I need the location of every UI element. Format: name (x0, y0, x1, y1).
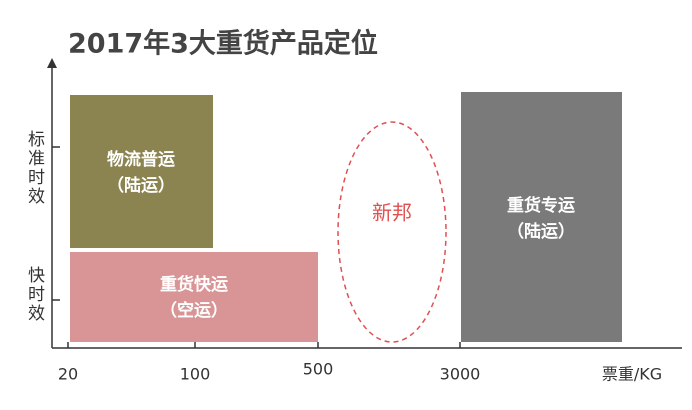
box-label: 重货快运 (160, 274, 228, 295)
x-tick-label: 100 (180, 365, 211, 384)
box (70, 252, 318, 342)
box (70, 95, 213, 248)
x-tick-label: 20 (58, 365, 78, 384)
ellipse (337, 121, 447, 343)
box (461, 92, 622, 342)
x-tick (67, 342, 461, 348)
box-label: 物流普运 (107, 149, 175, 170)
y-tick (52, 146, 60, 301)
x-tick-label: 500 (303, 360, 334, 379)
box-label: 重货专运 (507, 195, 575, 216)
ellipse-label: 新邦 (372, 201, 412, 225)
y-arrow (47, 58, 57, 68)
box-sublabel: （陆运） (507, 221, 575, 242)
box-sublabel: （空运） (160, 300, 228, 321)
y-label: 标准时效 (24, 130, 45, 206)
y-label: 快时效 (24, 266, 45, 323)
x-tick-label: 3000 (440, 365, 481, 384)
title: 2017年3大重货产品定位 (68, 28, 378, 60)
box-sublabel: （陆运） (107, 175, 175, 196)
x-unit: 票重/KG (602, 365, 662, 384)
